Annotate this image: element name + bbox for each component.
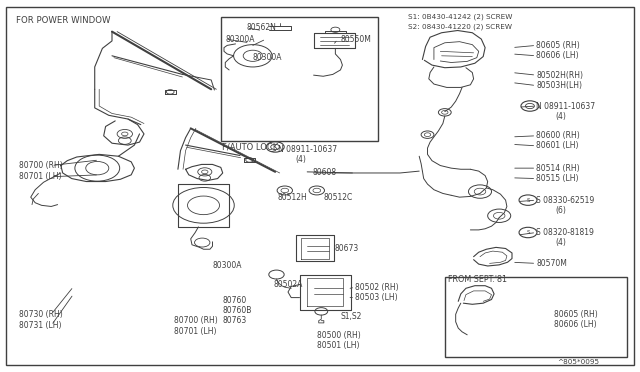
- Text: 80760B: 80760B: [223, 306, 252, 315]
- Text: F/AUTO LOCK: F/AUTO LOCK: [222, 142, 278, 151]
- Text: S: S: [526, 230, 530, 235]
- Text: 80300A: 80300A: [252, 53, 282, 62]
- Text: 80500 (RH): 80500 (RH): [317, 331, 360, 340]
- Text: 80512H: 80512H: [278, 193, 307, 202]
- Text: (4): (4): [556, 112, 566, 121]
- Bar: [445, 277, 627, 357]
- Text: 80608: 80608: [312, 169, 337, 177]
- Text: (4): (4): [556, 238, 566, 247]
- Text: 80731 (LH): 80731 (LH): [19, 321, 61, 330]
- Text: 80300A: 80300A: [212, 262, 242, 270]
- Text: FROM SEPT.'81: FROM SEPT.'81: [448, 275, 507, 284]
- Text: 80562N: 80562N: [246, 23, 276, 32]
- Text: 80570M: 80570M: [536, 259, 567, 268]
- Text: ^805*0095: ^805*0095: [557, 359, 599, 365]
- Text: 80701 (LH): 80701 (LH): [174, 327, 216, 336]
- Text: N 08911-10637: N 08911-10637: [278, 145, 337, 154]
- Bar: [221, 17, 378, 141]
- Text: 80512C: 80512C: [323, 193, 353, 202]
- Text: 80601 (LH): 80601 (LH): [536, 141, 579, 150]
- Text: S1,S2: S1,S2: [340, 312, 362, 321]
- Text: 80515 (LH): 80515 (LH): [536, 174, 579, 183]
- Text: 80673: 80673: [335, 244, 359, 253]
- Text: 80605 (RH): 80605 (RH): [536, 41, 580, 50]
- Text: 80501 (LH): 80501 (LH): [317, 341, 359, 350]
- Text: 80700 (RH): 80700 (RH): [174, 316, 218, 325]
- Text: S 08320-81819: S 08320-81819: [536, 228, 594, 237]
- Text: S1: 0B430-41242 (2) SCREW: S1: 0B430-41242 (2) SCREW: [408, 13, 513, 20]
- Text: 80503H(LH): 80503H(LH): [536, 81, 582, 90]
- Text: 80503 (LH): 80503 (LH): [355, 293, 398, 302]
- Text: 80550M: 80550M: [340, 35, 371, 44]
- Text: 80605 (RH): 80605 (RH): [554, 310, 597, 319]
- Text: 80760: 80760: [223, 296, 247, 305]
- Text: 80700 (RH): 80700 (RH): [19, 161, 63, 170]
- Text: S 08330-62519: S 08330-62519: [536, 196, 595, 205]
- Text: 80701 (LH): 80701 (LH): [19, 172, 61, 181]
- Text: (4): (4): [296, 155, 307, 164]
- Text: 80730 (RH): 80730 (RH): [19, 310, 63, 319]
- Text: 80600 (RH): 80600 (RH): [536, 131, 580, 140]
- Text: 80763: 80763: [223, 316, 247, 325]
- Text: (6): (6): [556, 206, 566, 215]
- Text: 80502 (RH): 80502 (RH): [355, 283, 399, 292]
- Text: S2: 08430-41220 (2) SCREW: S2: 08430-41220 (2) SCREW: [408, 23, 512, 30]
- Text: 80502H(RH): 80502H(RH): [536, 71, 583, 80]
- Text: 80300A: 80300A: [225, 35, 255, 44]
- Text: 80514 (RH): 80514 (RH): [536, 164, 580, 173]
- Text: N 08911-10637: N 08911-10637: [536, 102, 595, 110]
- Text: 80502A: 80502A: [274, 280, 303, 289]
- Text: FOR POWER WINDOW: FOR POWER WINDOW: [16, 16, 111, 25]
- Text: 80606 (LH): 80606 (LH): [536, 51, 579, 60]
- Text: 80606 (LH): 80606 (LH): [554, 320, 596, 329]
- Text: S: S: [526, 198, 530, 203]
